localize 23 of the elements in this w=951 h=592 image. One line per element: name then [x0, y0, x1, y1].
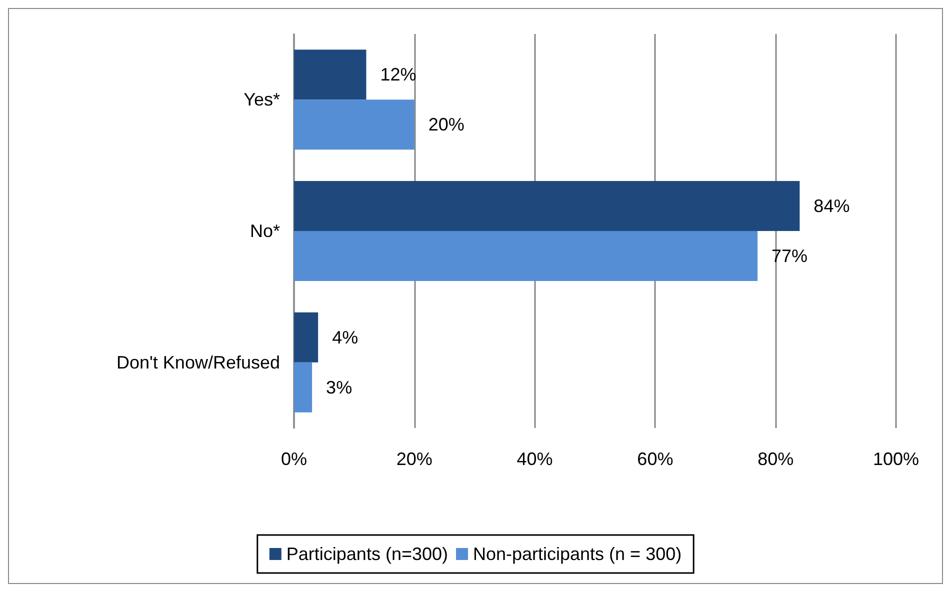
data-label: 77%: [772, 246, 808, 266]
x-tick-label: 60%: [637, 449, 674, 469]
data-label: 12%: [380, 64, 416, 85]
data-label: 84%: [814, 196, 850, 216]
data-label: 3%: [326, 377, 352, 398]
bar: [294, 362, 312, 412]
bar: [294, 50, 366, 100]
x-tick-label: 40%: [516, 449, 553, 469]
legend-label: Participants (n=300): [286, 544, 448, 564]
x-tick-label: 20%: [396, 449, 432, 469]
data-label: 20%: [428, 114, 464, 135]
x-tick-label: 100%: [872, 449, 920, 469]
data-label: 4%: [332, 327, 358, 348]
y-tick-label: No*: [250, 221, 280, 241]
bar: [294, 312, 318, 362]
x-tick-label: 0%: [280, 449, 308, 469]
bar: [294, 181, 800, 231]
bar: [294, 231, 758, 281]
bar: [294, 100, 414, 150]
y-tick-label: Yes*: [244, 90, 280, 110]
x-tick-label: 80%: [758, 449, 794, 469]
y-tick-label: Don't Know/Refused: [116, 352, 280, 372]
legend-label: Non-participants (n = 300): [472, 544, 682, 564]
